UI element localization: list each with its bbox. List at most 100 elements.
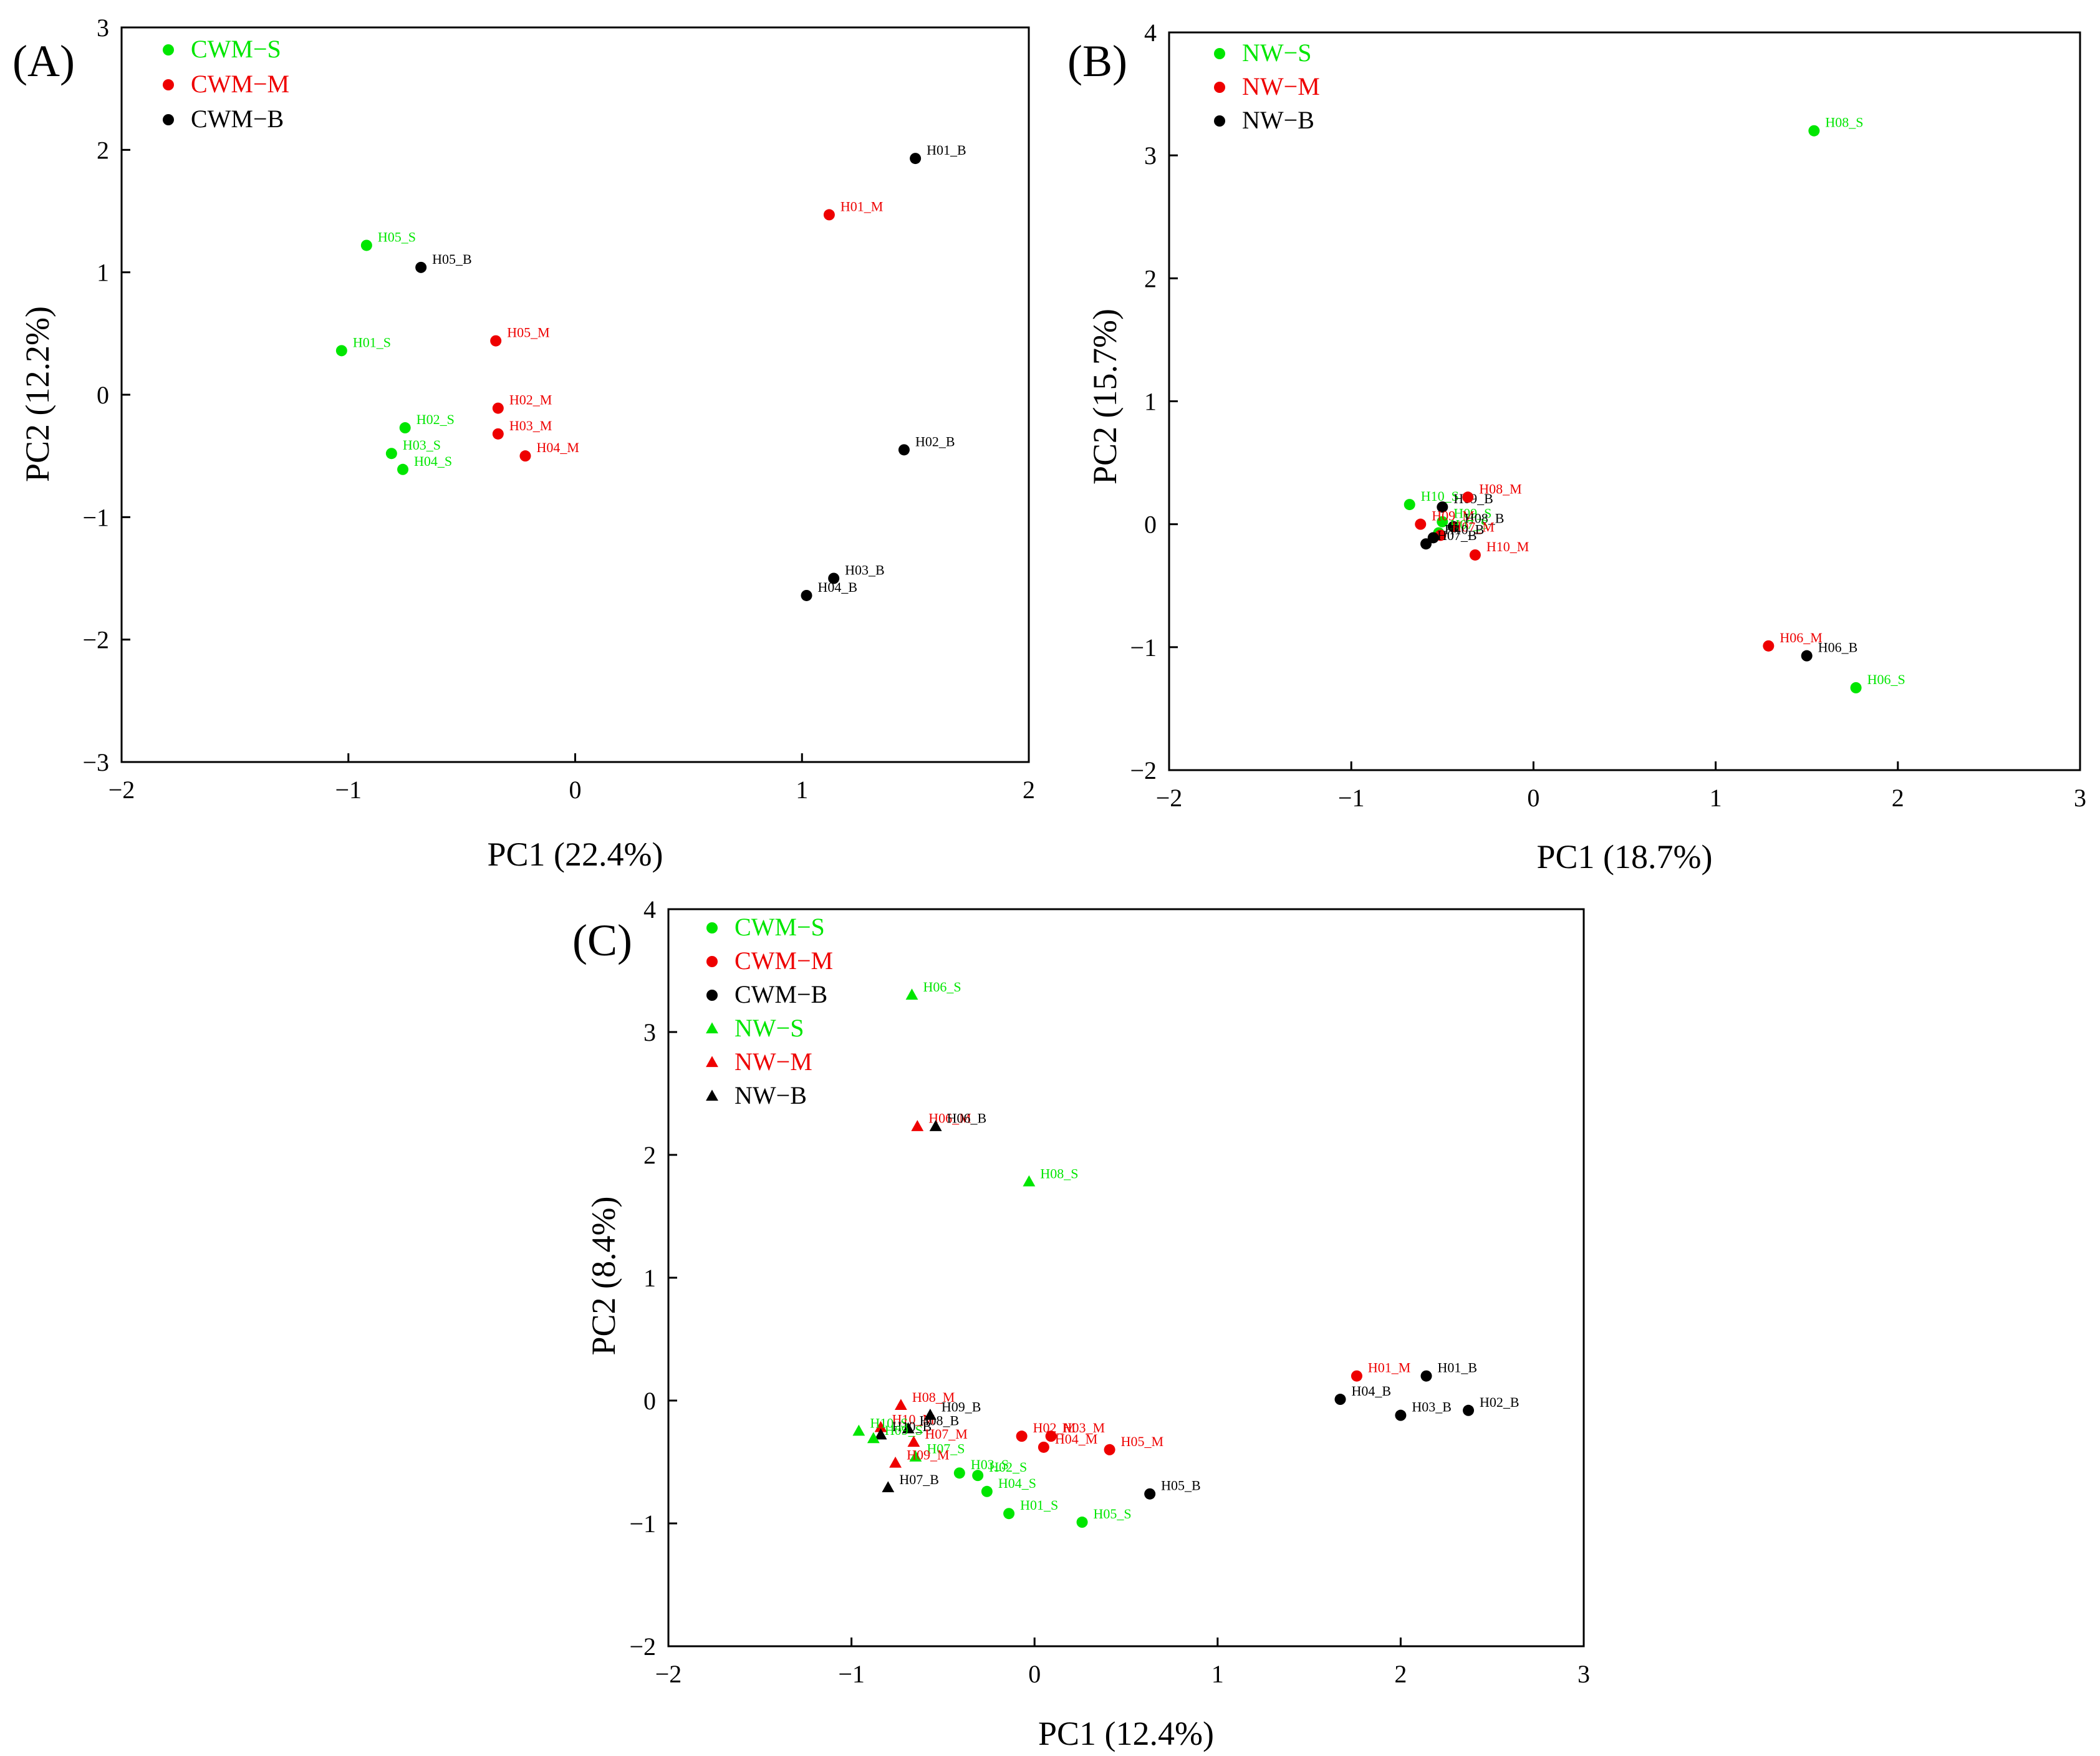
point-label: H07_M bbox=[1452, 519, 1494, 534]
x-tick-label: 2 bbox=[1892, 784, 1904, 812]
point-label: H01_B bbox=[1438, 1360, 1478, 1376]
data-point bbox=[1801, 650, 1813, 662]
point-label: H02_S bbox=[989, 1459, 1027, 1475]
data-point bbox=[905, 988, 918, 1000]
data-point bbox=[397, 463, 409, 475]
point-label: H04_S bbox=[998, 1475, 1036, 1491]
x-tick-label: −1 bbox=[838, 1660, 865, 1688]
point-label: H08_B bbox=[1465, 511, 1505, 526]
data-point bbox=[385, 448, 397, 460]
point-label: H06_S bbox=[1867, 672, 1905, 687]
point-label: H07_M bbox=[925, 1426, 967, 1442]
data-point bbox=[882, 1481, 895, 1493]
y-tick-label: −1 bbox=[629, 1510, 656, 1538]
data-point bbox=[1420, 538, 1432, 550]
y-tick-label: −1 bbox=[1130, 634, 1157, 662]
point-label: H06_B bbox=[1818, 640, 1858, 655]
data-point bbox=[953, 1467, 965, 1479]
legend-entry: CWM−B bbox=[735, 980, 827, 1008]
point-label: H07_S bbox=[927, 1441, 965, 1457]
legend-marker bbox=[706, 990, 718, 1001]
point-label: H03_M bbox=[509, 418, 552, 433]
data-point bbox=[1045, 1430, 1057, 1442]
x-tick-label: 0 bbox=[569, 776, 582, 804]
data-point bbox=[1462, 491, 1474, 503]
y-tick-label: 1 bbox=[1144, 388, 1157, 416]
point-label: H08_M bbox=[1479, 481, 1521, 496]
point-label: H05_M bbox=[507, 325, 549, 340]
data-point bbox=[972, 1470, 984, 1482]
y-tick-label: −2 bbox=[629, 1633, 656, 1661]
point-label: H06_B bbox=[947, 1111, 987, 1126]
data-point bbox=[910, 153, 922, 165]
data-point bbox=[360, 239, 372, 251]
data-point bbox=[1437, 516, 1448, 528]
y-tick-label: −2 bbox=[82, 626, 109, 654]
point-label: H01_B bbox=[927, 142, 966, 158]
point-label: H04_M bbox=[536, 440, 579, 455]
data-point bbox=[1437, 501, 1448, 513]
data-point bbox=[519, 450, 531, 462]
y-tick-label: 2 bbox=[1144, 264, 1157, 292]
point-label: H02_S bbox=[417, 412, 455, 427]
legend-marker bbox=[163, 79, 174, 90]
point-label: H08_B bbox=[920, 1412, 960, 1428]
y-tick-label: 0 bbox=[643, 1387, 656, 1415]
x-tick-label: −2 bbox=[108, 776, 135, 804]
data-point bbox=[867, 1432, 880, 1444]
data-point bbox=[1016, 1430, 1028, 1442]
data-point bbox=[823, 209, 835, 221]
legend-marker bbox=[706, 1089, 718, 1101]
point-label: H09_S bbox=[1453, 506, 1491, 521]
y-tick-label: 2 bbox=[97, 136, 109, 164]
legend-entry: CWM−S bbox=[735, 913, 825, 941]
x-axis-label: PC1 (18.7%) bbox=[1537, 838, 1713, 876]
x-tick-label: 1 bbox=[1710, 784, 1722, 812]
point-label: H03_S bbox=[971, 1457, 1009, 1472]
legend-marker bbox=[706, 956, 718, 967]
data-point bbox=[981, 1485, 993, 1497]
panel-label: (C) bbox=[572, 915, 632, 965]
data-point bbox=[1334, 1394, 1346, 1406]
data-point bbox=[828, 572, 840, 584]
legend-entry: CWM−M bbox=[191, 70, 289, 98]
point-label: H10_M bbox=[1486, 539, 1529, 554]
data-point bbox=[898, 444, 910, 456]
legend-entry: NW−S bbox=[735, 1014, 804, 1042]
x-tick-label: 3 bbox=[2074, 784, 2086, 812]
plot-frame bbox=[1168, 31, 2081, 771]
point-label: H10_B bbox=[1445, 521, 1485, 537]
x-tick-label: 1 bbox=[796, 776, 808, 804]
data-point bbox=[492, 428, 504, 440]
data-point bbox=[1038, 1441, 1049, 1453]
point-label: H03_B bbox=[845, 562, 885, 578]
data-point bbox=[889, 1456, 902, 1468]
point-label: H05_S bbox=[378, 229, 416, 244]
point-label: H07_S bbox=[1450, 516, 1488, 532]
legend-marker bbox=[706, 1022, 718, 1034]
data-point bbox=[1415, 518, 1427, 530]
y-tick-label: 1 bbox=[643, 1264, 656, 1292]
plot-frame bbox=[667, 908, 1585, 1647]
x-tick-label: 0 bbox=[1028, 1660, 1041, 1688]
point-label: H06_M bbox=[1780, 630, 1822, 645]
point-label: H01_M bbox=[840, 198, 883, 214]
point-label: H05_B bbox=[1161, 1478, 1201, 1493]
legend-entry: NW−M bbox=[735, 1048, 812, 1076]
data-point bbox=[1104, 1444, 1115, 1455]
point-label: H09_S bbox=[885, 1422, 923, 1438]
legend-marker bbox=[1214, 115, 1225, 127]
point-label: H10_B bbox=[892, 1419, 932, 1434]
point-label: H09_B bbox=[942, 1399, 981, 1415]
point-label: H07_B bbox=[899, 1472, 939, 1487]
data-point bbox=[852, 1424, 865, 1436]
y-tick-label: 4 bbox=[643, 895, 656, 924]
data-point bbox=[1463, 1404, 1475, 1416]
point-label: H04_S bbox=[414, 453, 452, 469]
point-label: H10_S bbox=[870, 1415, 908, 1430]
x-tick-label: 2 bbox=[1394, 1660, 1407, 1688]
data-point bbox=[907, 1435, 920, 1447]
y-tick-label: 2 bbox=[643, 1141, 656, 1169]
point-label: H01_S bbox=[1020, 1497, 1058, 1513]
panel-label: (A) bbox=[12, 36, 75, 86]
